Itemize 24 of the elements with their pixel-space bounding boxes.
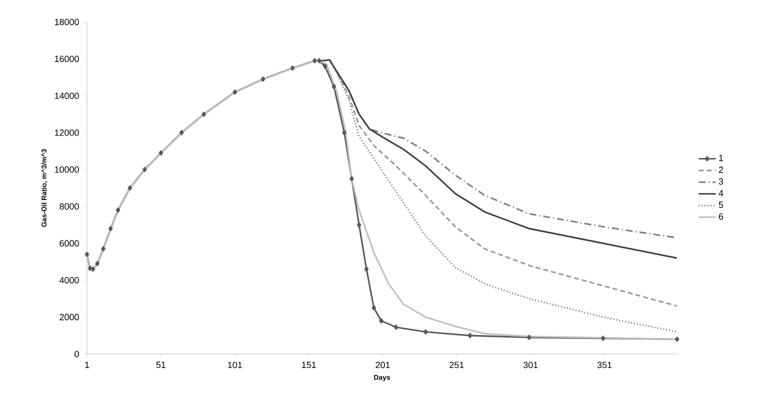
legend-label: 6 xyxy=(718,213,724,220)
legend-label: 2 xyxy=(718,166,724,173)
y-tick-label: 12000 xyxy=(54,129,79,136)
y-tick-label: 14000 xyxy=(54,92,79,99)
y-tick-label: 10000 xyxy=(54,166,79,173)
x-tick-label: 251 xyxy=(450,362,464,368)
y-tick-label: 16000 xyxy=(54,56,79,62)
y-tick-label: 0 xyxy=(74,350,79,358)
y-tick-label: 2000 xyxy=(60,314,79,320)
legend-label: 3 xyxy=(718,178,724,185)
legend-label: 4 xyxy=(718,190,724,196)
x-tick-label: 201 xyxy=(376,362,390,368)
x-tick-label: 101 xyxy=(228,362,242,368)
x-tick-label: 301 xyxy=(523,362,538,368)
x-tick-label: 351 xyxy=(597,362,612,368)
x-tick-label: 1 xyxy=(85,362,90,368)
legend-label: 5 xyxy=(718,202,724,208)
y-tick-label: 8000 xyxy=(60,203,79,210)
y-tick-label: 18000 xyxy=(54,18,79,26)
y-tick-label: 6000 xyxy=(60,240,79,247)
y-tick-label: 4000 xyxy=(59,277,79,284)
legend-label: 1 xyxy=(719,154,724,162)
x-tick-label: 51 xyxy=(156,362,166,368)
x-tick-label: 151 xyxy=(302,362,316,368)
